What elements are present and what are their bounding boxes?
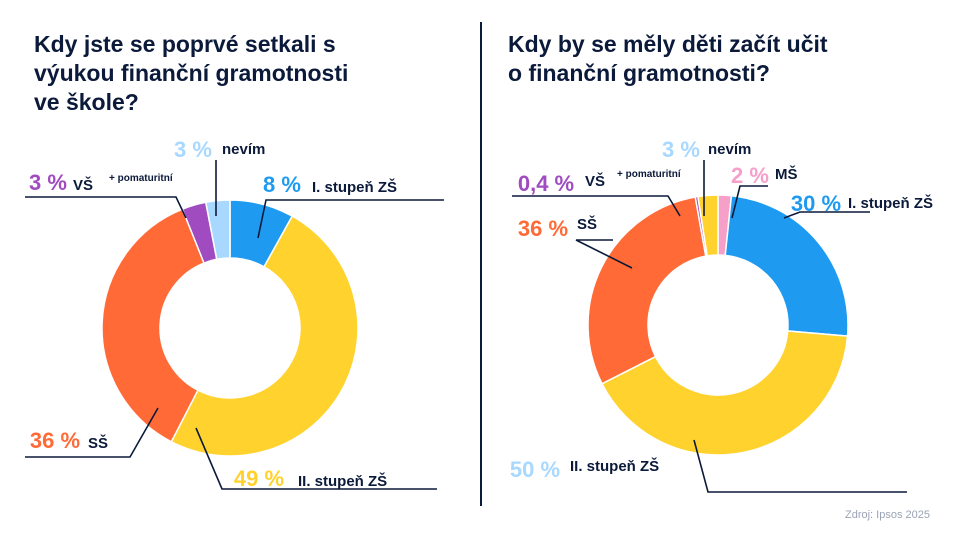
chart-2-category-label-3: II. stupeň ZŠ bbox=[570, 457, 659, 475]
chart-2-slice-3 bbox=[600, 330, 849, 456]
chart-2-pct-label-2: 30 % bbox=[791, 191, 841, 216]
chart-1-slice-2 bbox=[170, 215, 359, 457]
chart-1-leader-line-2 bbox=[195, 427, 437, 490]
chart-2-slice-4 bbox=[587, 196, 707, 385]
chart-2-leader-line-4 bbox=[575, 239, 633, 269]
chart-1-pct-label-2: 49 % bbox=[234, 466, 284, 491]
chart-2-title-line-2: o finanční gramotnosti? bbox=[508, 60, 770, 86]
panel-divider bbox=[480, 22, 482, 506]
chart-2-category-label-2: I. stupeň ZŠ bbox=[848, 194, 933, 212]
chart-1-category-label-3: SŠ bbox=[88, 434, 108, 452]
chart-1-slice-3 bbox=[101, 208, 205, 443]
chart-2-category-label-1: MŠ bbox=[775, 165, 798, 183]
chart-2-title: Kdy by se měly děti začít učit o finančn… bbox=[508, 30, 888, 88]
chart-1-leader-line-3 bbox=[25, 407, 159, 458]
chart-2-leader-line-1 bbox=[731, 185, 768, 219]
chart-1-sublabel-4: + pomaturitní bbox=[109, 173, 174, 184]
chart-2-sublabel-5: + pomaturitní bbox=[617, 169, 682, 180]
source-note: Zdroj: Ipsos 2025 bbox=[845, 509, 930, 521]
chart-1-title: Kdy jste se poprvé setkali s výukou fina… bbox=[34, 30, 394, 117]
chart-1-title-line-1: Kdy jste se poprvé setkali s bbox=[34, 31, 336, 57]
chart-2-pct-label-6: 3 % bbox=[662, 137, 700, 162]
chart-1-category-label-4: VŠ bbox=[73, 176, 93, 194]
chart-1-slice-5 bbox=[204, 199, 231, 261]
chart-2-pct-label-1: 2 % bbox=[731, 163, 769, 188]
chart-2-category-label-4: SŠ bbox=[577, 215, 597, 233]
chart-1-category-label-2: II. stupeň ZŠ bbox=[298, 472, 387, 490]
chart-2-leader-line-2 bbox=[783, 211, 870, 219]
chart-1-pct-label-1: 8 % bbox=[263, 172, 301, 197]
chart-1-leader-line-4 bbox=[25, 196, 187, 219]
chart-1-leader-line-1 bbox=[257, 199, 444, 239]
chart-1-pct-label-4: 3 % bbox=[29, 170, 67, 195]
chart-1-pct-label-3: 36 % bbox=[30, 428, 80, 453]
chart-1-pct-label-5: 3 % bbox=[174, 137, 212, 162]
chart-1-title-line-3: ve škole? bbox=[34, 89, 139, 115]
chart-1-category-label-5: nevím bbox=[222, 141, 265, 158]
chart-2-pct-label-3: 50 % bbox=[510, 457, 560, 482]
chart-2-leader-line-5 bbox=[512, 195, 681, 217]
chart-2-pct-label-4: 36 % bbox=[518, 216, 568, 241]
chart-1-category-label-1: I. stupeň ZŠ bbox=[312, 178, 397, 196]
chart-2-slice-2 bbox=[724, 194, 849, 337]
chart-1-title-line-2: výukou finanční gramotnosti bbox=[34, 60, 349, 86]
chart-2-category-label-6: nevím bbox=[708, 141, 751, 158]
chart-2-pct-label-5: 0,4 % bbox=[518, 171, 574, 196]
chart-2-category-label-5: VŠ bbox=[585, 172, 605, 190]
chart-2-leader-line-3 bbox=[693, 439, 907, 493]
chart-2-title-line-1: Kdy by se měly děti začít učit bbox=[508, 31, 828, 57]
